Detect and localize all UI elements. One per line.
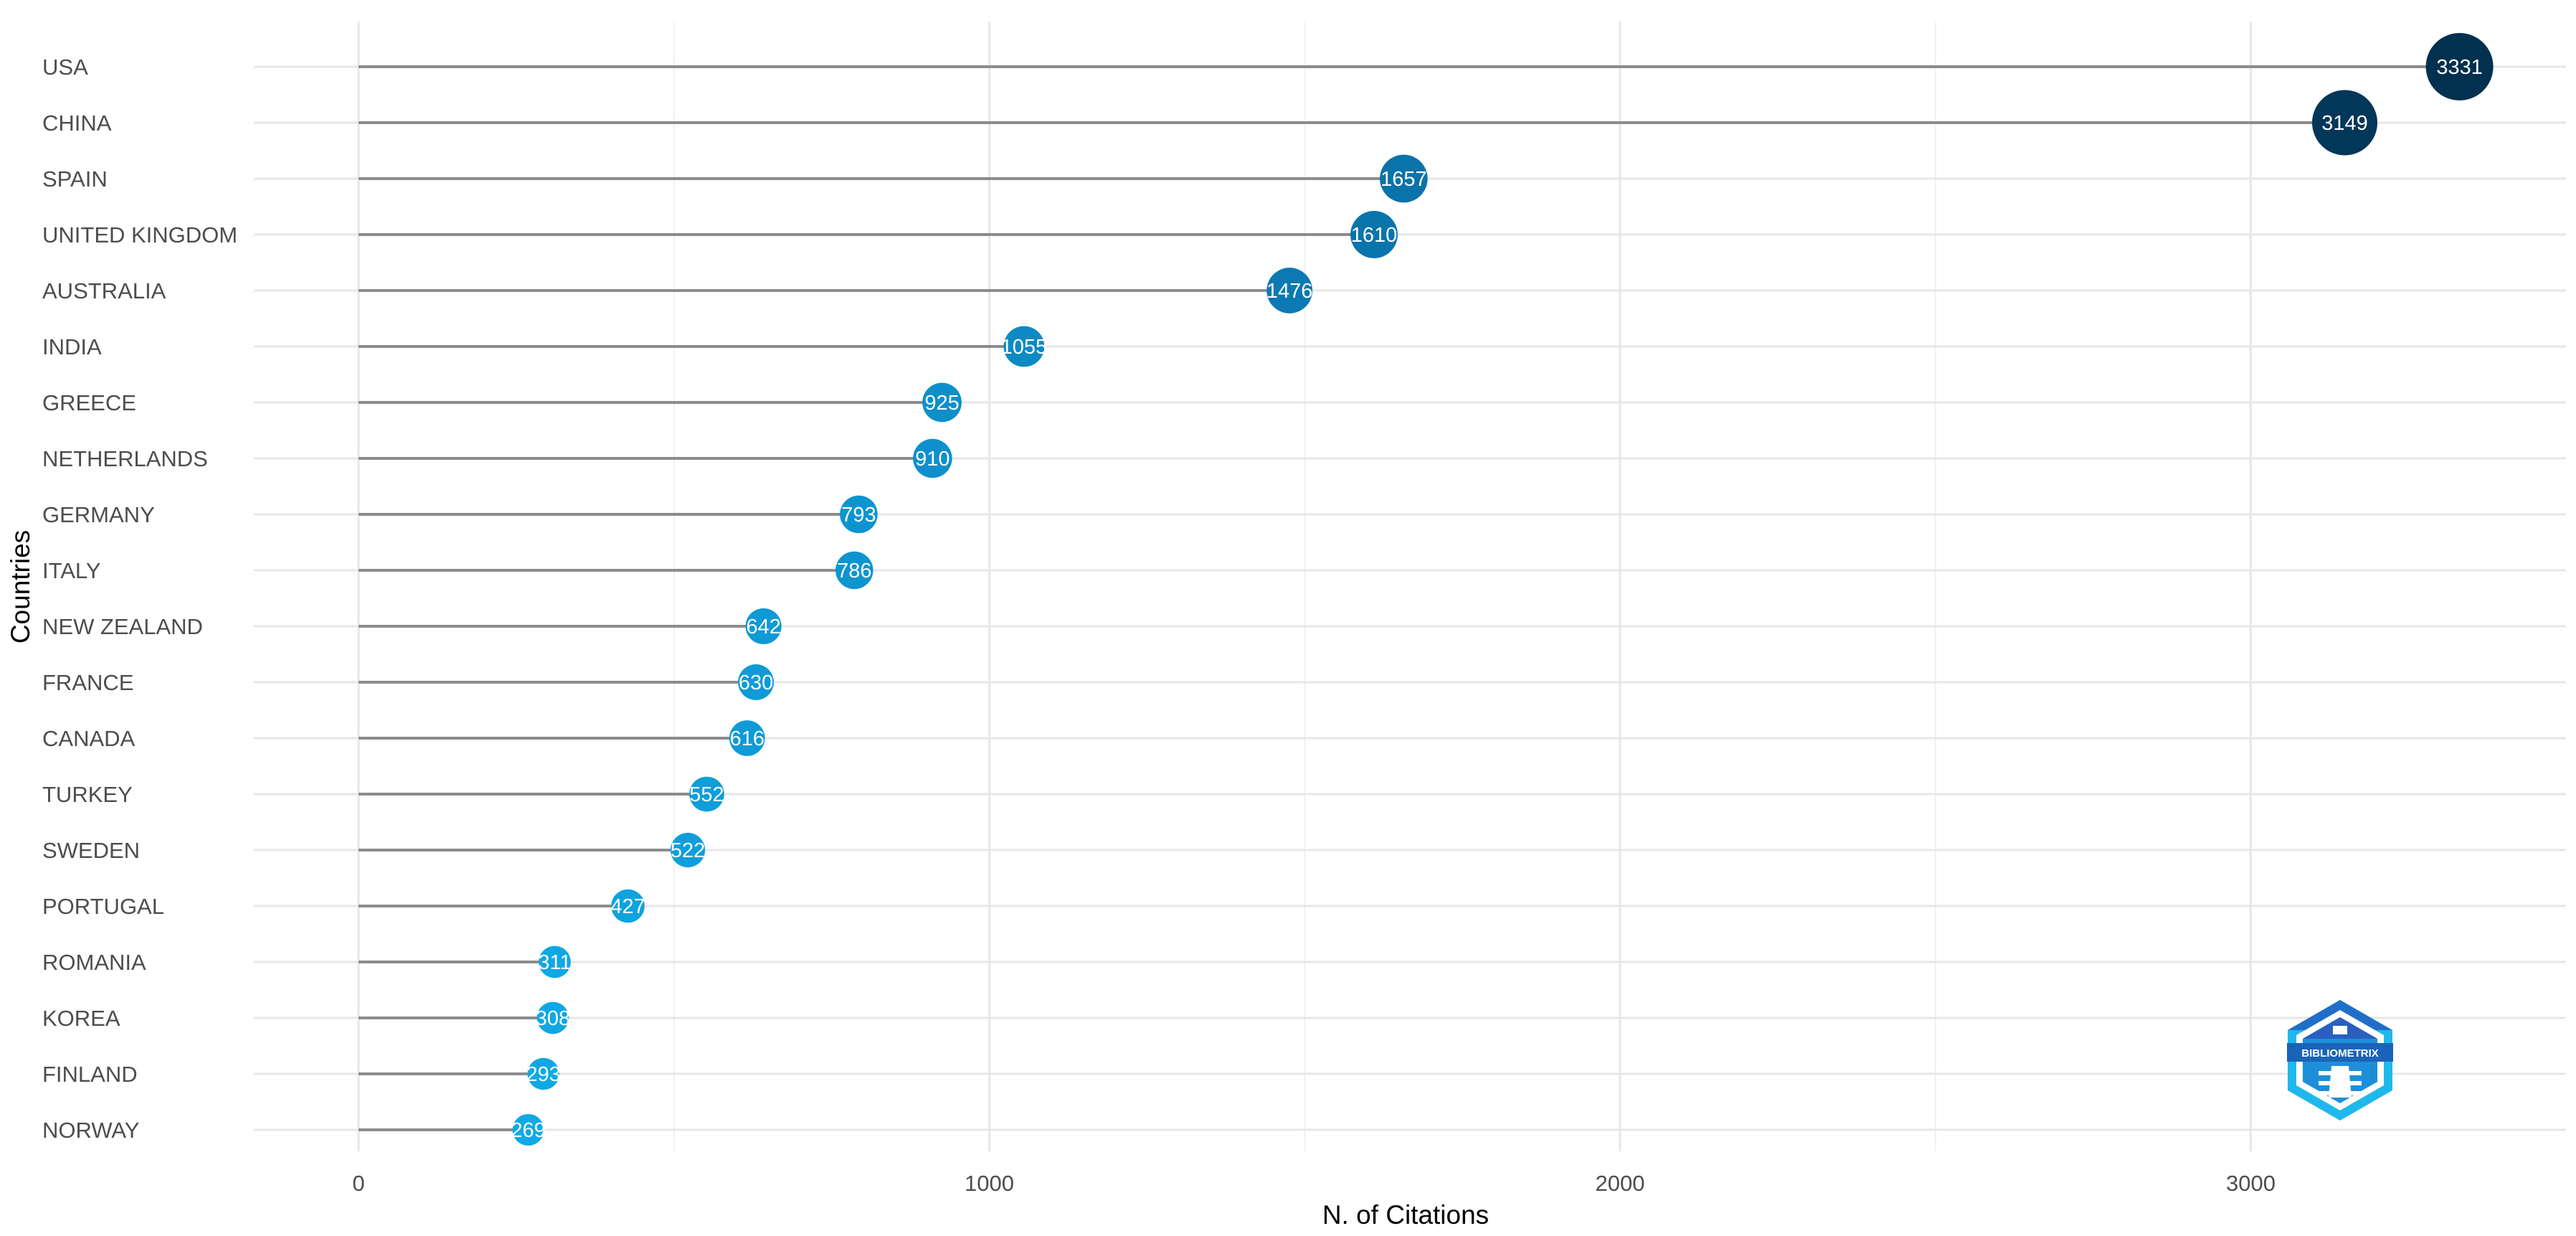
data-label: 1610 xyxy=(1351,224,1398,247)
data-label: 3149 xyxy=(2321,112,2368,135)
data-label: 1055 xyxy=(1001,336,1048,359)
data-label: 522 xyxy=(671,839,705,862)
lollipop-dot xyxy=(745,608,782,645)
lollipop-dot xyxy=(671,832,706,868)
y-tick-label: NORWAY xyxy=(42,1118,140,1143)
logo-wordmark: BIBLIOMETRIX xyxy=(2301,1047,2379,1060)
y-tick-label: PORTUGAL xyxy=(42,894,164,919)
data-label: 308 xyxy=(536,1007,570,1030)
y-tick-label: GERMANY xyxy=(42,502,155,527)
x-tick-label: 0 xyxy=(352,1171,364,1196)
lollipop-dot xyxy=(512,1114,544,1146)
lollipop-dot xyxy=(729,720,765,756)
data-label: 293 xyxy=(526,1063,560,1086)
y-axis-title: Countries xyxy=(6,530,35,643)
y-tick-label: SPAIN xyxy=(42,166,108,192)
y-tick-label: FRANCE xyxy=(42,670,133,695)
data-label: 630 xyxy=(739,671,773,694)
lollipop-dot xyxy=(527,1057,559,1090)
lollipop-dot xyxy=(689,776,724,812)
x-tick-labels: 0 1000 2000 3000 xyxy=(352,1171,2276,1196)
bibliometrix-logo: BIBLIOMETRIX xyxy=(2287,1000,2393,1121)
lighthouse-stripes-icon xyxy=(2319,1071,2362,1095)
logo-banner xyxy=(2287,1043,2393,1062)
x-tick-label: 3000 xyxy=(2226,1171,2276,1196)
lollipop-stems xyxy=(359,65,2460,1131)
lollipop-dot xyxy=(913,438,952,478)
y-tick-label: CANADA xyxy=(42,726,136,751)
data-label: 3331 xyxy=(2436,56,2483,79)
y-tick-label: AUSTRALIA xyxy=(42,278,166,303)
x-tick-label: 1000 xyxy=(965,1171,1014,1196)
lighthouse-icon xyxy=(2329,1026,2352,1098)
data-label: 269 xyxy=(511,1119,545,1142)
y-tick-label: INDIA xyxy=(42,334,102,359)
data-label: 910 xyxy=(915,448,950,471)
data-label: 642 xyxy=(746,615,780,638)
y-tick-label: KOREA xyxy=(42,1006,120,1031)
data-label: 616 xyxy=(730,727,764,750)
data-label: 311 xyxy=(538,951,571,974)
x-axis-title: N. of Citations xyxy=(1322,1200,1489,1230)
lollipop-dot xyxy=(1379,154,1428,203)
data-label: 786 xyxy=(837,560,871,582)
lollipop-dot xyxy=(1003,326,1045,367)
lollipop-dot xyxy=(840,495,878,534)
data-label: 1476 xyxy=(1266,280,1313,303)
lollipop-dot xyxy=(611,889,645,923)
lollipop-dot xyxy=(539,945,571,978)
lollipop-dot xyxy=(1350,211,1398,258)
lollipop-dot xyxy=(738,664,775,700)
data-label: 1657 xyxy=(1381,168,1427,191)
y-tick-label: FINLAND xyxy=(42,1062,138,1087)
y-tick-label: ROMANIA xyxy=(42,950,146,975)
lollipop-dots: 3331 3149 1657 1610 1476 1055 925 910 793 786 642 6… xyxy=(511,33,2494,1146)
lollipop-dot xyxy=(2425,33,2494,100)
lollipop-dot xyxy=(922,382,962,423)
y-tick-label: CHINA xyxy=(42,110,112,136)
y-tick-label: UNITED KINGDOM xyxy=(42,222,237,247)
y-tick-labels: USA CHINA SPAIN UNITED KINGDOM AUSTRALIA INDI… xyxy=(42,55,237,1143)
y-tick-label: NETHERLANDS xyxy=(42,446,208,471)
y-tick-label: GREECE xyxy=(42,390,136,415)
y-tick-label: TURKEY xyxy=(42,782,133,807)
lollipop-dot xyxy=(2312,90,2378,156)
y-tick-label: NEW ZEALAND xyxy=(42,614,203,639)
lollipop-dot xyxy=(536,1001,569,1034)
data-label: 552 xyxy=(689,783,724,806)
x-tick-label: 2000 xyxy=(1596,1171,1645,1196)
lollipop-dot xyxy=(835,551,873,590)
y-tick-label: ITALY xyxy=(42,558,101,583)
lollipop-dot xyxy=(1266,268,1312,313)
data-label: 427 xyxy=(610,895,645,918)
data-label: 925 xyxy=(924,392,959,415)
y-tick-label: USA xyxy=(42,55,88,80)
data-label: 793 xyxy=(841,504,876,527)
y-tick-label: SWEDEN xyxy=(42,838,140,863)
